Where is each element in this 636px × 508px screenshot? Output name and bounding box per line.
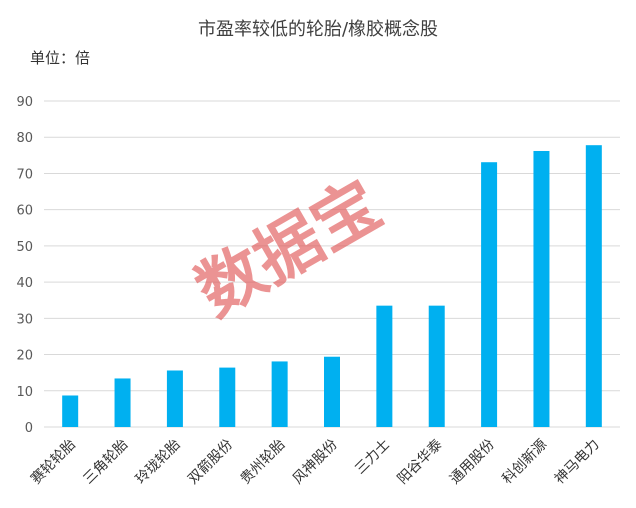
y-tick-label: 70	[16, 167, 33, 182]
y-tick-label: 80	[16, 131, 33, 146]
x-tick-label: 双箭股份	[184, 436, 236, 488]
y-tick-label: 0	[25, 421, 33, 436]
bar	[481, 162, 498, 427]
x-tick-label: 贵州轮胎	[238, 437, 289, 488]
bar	[166, 370, 183, 427]
x-tick-label: 赛轮轮胎	[28, 437, 79, 488]
y-tick-label: 40	[16, 276, 33, 291]
chart-title: 市盈率较低的轮胎/橡胶概念股	[198, 18, 438, 40]
x-tick-label: 风神股份	[290, 437, 341, 488]
x-tick-label: 通用股份	[447, 437, 498, 488]
y-tick-label: 50	[16, 240, 33, 255]
x-tick-label: 三角轮胎	[80, 437, 131, 488]
y-tick-label: 90	[16, 95, 33, 110]
y-tick-label: 30	[16, 312, 33, 327]
bar	[324, 356, 340, 427]
bar	[376, 305, 393, 427]
x-tick-label: 阳谷华泰	[395, 437, 446, 488]
bar	[62, 395, 79, 427]
bar	[114, 378, 131, 427]
watermark: 数据宝	[184, 166, 394, 332]
x-tick-label: 三力士	[352, 437, 393, 478]
bar	[271, 361, 288, 427]
bar	[533, 150, 550, 427]
x-tick-label: 神马电力	[552, 437, 603, 488]
unit-label: 单位：倍	[30, 49, 90, 67]
x-tick-label: 科创新源	[499, 437, 550, 488]
gridlines	[44, 100, 620, 428]
y-tick-label: 20	[16, 349, 33, 364]
x-tick-label: 玲珑轮胎	[133, 437, 184, 488]
bar	[428, 305, 445, 427]
x-axis-ticks: 赛轮轮胎 三角轮胎 玲珑轮胎 双箭股份 贵州轮胎 风神股份 三力士 阳谷华泰 通用股份 科创新源神…	[28, 436, 603, 488]
y-tick-label: 10	[16, 385, 33, 400]
y-axis-ticks: 0 10 20 30 40 50 60 70 80 90	[16, 95, 33, 436]
bar	[219, 367, 236, 427]
y-tick-label: 60	[16, 204, 33, 219]
bars	[62, 145, 602, 428]
bar	[585, 145, 602, 428]
